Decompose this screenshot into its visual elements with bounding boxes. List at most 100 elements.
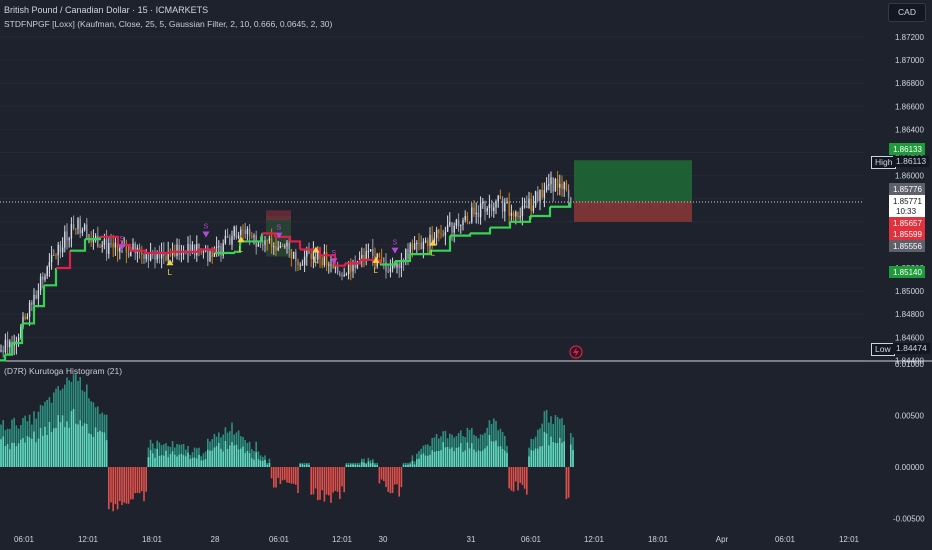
candle-body[interactable] [275,246,277,251]
candle-body[interactable] [336,265,339,274]
histogram-bar[interactable] [418,458,420,467]
candle-body[interactable] [521,206,524,217]
histogram-bar[interactable] [295,467,297,485]
histogram-bar[interactable] [35,442,37,467]
candle-body[interactable] [39,276,42,291]
histogram-bar[interactable] [275,467,277,488]
histogram-bar[interactable] [176,443,178,467]
candle-body[interactable] [391,265,394,269]
histogram-bar[interactable] [141,467,143,492]
histogram-bar[interactable] [523,467,526,489]
candle-body[interactable] [6,339,9,348]
candle-body[interactable] [543,189,546,198]
candle-body[interactable] [273,246,275,248]
histogram-bar[interactable] [325,467,328,495]
candle-body[interactable] [167,251,169,261]
candle-body[interactable] [77,218,79,230]
candle-body[interactable] [484,201,486,212]
histogram-bar[interactable] [572,449,574,467]
histogram-bar[interactable] [167,457,169,467]
histogram-bar[interactable] [158,455,161,467]
histogram-bar[interactable] [350,464,352,467]
candle-body[interactable] [242,229,244,231]
histogram-bar[interactable] [193,457,196,467]
histogram-bar[interactable] [308,462,310,467]
histogram-bar[interactable] [211,450,213,467]
histogram-bar[interactable] [235,444,238,467]
histogram-bar[interactable] [101,432,103,467]
histogram-bar[interactable] [64,384,66,467]
histogram-bar[interactable] [550,436,552,467]
candle-body[interactable] [171,250,174,256]
candle-body[interactable] [290,249,293,259]
histogram-bar[interactable] [209,450,211,467]
candle-body[interactable] [416,243,418,245]
histogram-bar[interactable] [495,440,497,467]
histogram-bar[interactable] [556,416,559,467]
candle-body[interactable] [490,204,493,212]
candle-body[interactable] [64,231,66,248]
candle-body[interactable] [563,182,565,190]
candle-body[interactable] [46,266,48,277]
histogram-bar[interactable] [215,446,218,467]
histogram-bar[interactable] [543,431,546,467]
histogram-bar[interactable] [537,429,539,467]
histogram-bar[interactable] [59,422,62,467]
candle-body[interactable] [90,238,92,243]
histogram-bar[interactable] [521,467,524,485]
candle-body[interactable] [488,204,491,209]
histogram-bar[interactable] [468,448,471,467]
histogram-bar[interactable] [171,451,174,467]
candle-body[interactable] [545,185,548,190]
histogram-bar[interactable] [251,458,253,467]
histogram-bar[interactable] [103,432,106,467]
histogram-bar[interactable] [541,423,543,467]
histogram-bar[interactable] [488,435,491,467]
histogram-bar[interactable] [6,444,9,467]
histogram-bar[interactable] [242,446,244,467]
histogram-bar[interactable] [477,450,480,467]
candle-body[interactable] [112,243,114,248]
candle-body[interactable] [541,189,543,198]
candle-body[interactable] [367,251,370,253]
candle-body[interactable] [438,229,440,234]
histogram-bar[interactable] [152,453,154,467]
candle-body[interactable] [539,189,541,202]
candle-body[interactable] [110,243,112,245]
histogram-bar[interactable] [310,467,312,495]
candle-body[interactable] [13,344,15,346]
histogram-bar[interactable] [158,442,161,467]
candle-body[interactable] [127,252,130,257]
candle-body[interactable] [266,240,268,242]
histogram-bar[interactable] [121,467,123,505]
candle-body[interactable] [385,261,387,272]
candle-body[interactable] [215,246,218,249]
candle-body[interactable] [372,249,374,256]
histogram-bar[interactable] [409,464,411,467]
histogram-bar[interactable] [22,438,24,467]
histogram-bar[interactable] [9,428,11,467]
histogram-bar[interactable] [136,467,139,493]
histogram-bar[interactable] [224,440,227,467]
histogram-bar[interactable] [237,449,240,467]
histogram-bar[interactable] [308,465,310,467]
histogram-bar[interactable] [506,452,508,467]
candle-body[interactable] [526,205,528,209]
histogram-bar[interactable] [537,448,539,467]
histogram-bar[interactable] [330,467,332,503]
histogram-bar[interactable] [402,464,405,467]
histogram-bar[interactable] [290,467,293,484]
candle-body[interactable] [339,273,341,276]
histogram-bar[interactable] [57,415,59,467]
symbol-title[interactable]: British Pound / Canadian Dollar · 15 · I… [4,5,209,15]
candle-body[interactable] [554,179,557,192]
candle-body[interactable] [268,237,271,241]
histogram-bar[interactable] [405,465,407,467]
candle-body[interactable] [506,202,508,204]
histogram-bar[interactable] [154,457,156,467]
candle-body[interactable] [187,244,189,254]
candle-body[interactable] [207,250,209,262]
candle-body[interactable] [292,251,295,259]
candle-body[interactable] [334,265,337,269]
histogram-bar[interactable] [567,467,570,498]
